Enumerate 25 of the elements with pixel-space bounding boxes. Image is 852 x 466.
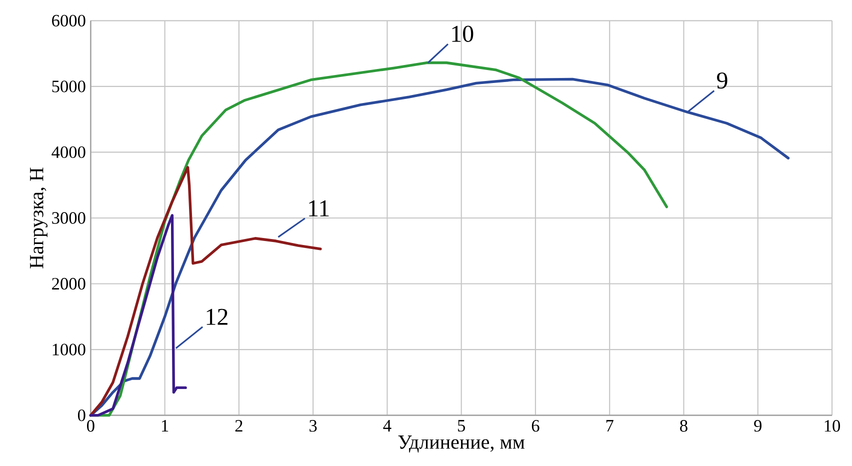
x-tick-label: 8 xyxy=(680,420,688,432)
line-series xyxy=(89,214,187,417)
x-tick-label: 3 xyxy=(310,420,317,432)
x-tick-label: 4 xyxy=(383,420,392,432)
x-tick-label: 2 xyxy=(235,420,242,432)
y-tick-label: 4000 xyxy=(52,146,86,158)
y-tick-label: 1000 xyxy=(52,344,86,356)
y-axis-title: Нагрузка, Н xyxy=(30,168,48,268)
x-tick-label: 6 xyxy=(532,420,540,432)
annotation: 10 xyxy=(452,26,474,42)
x-tick-label: 1 xyxy=(162,420,168,432)
annotation: 12 xyxy=(206,308,228,325)
annotation: 9 xyxy=(717,72,728,89)
annotation: 11 xyxy=(309,200,329,216)
y-tick-label: 2000 xyxy=(52,278,86,290)
y-tick-label: 6000 xyxy=(52,14,86,26)
x-tick-label: 0 xyxy=(87,420,94,432)
y-tick-label: 3000 xyxy=(52,212,86,224)
x-tick-label: 10 xyxy=(824,420,840,432)
x-tick-label: 5 xyxy=(458,420,465,432)
y-tick-label: 0 xyxy=(78,409,86,422)
y-tick-label: 5000 xyxy=(52,80,86,92)
x-tick-label: 7 xyxy=(606,420,614,432)
x-tick-label: 9 xyxy=(754,420,762,432)
x-axis-title: Удлинение, мм xyxy=(398,436,525,453)
